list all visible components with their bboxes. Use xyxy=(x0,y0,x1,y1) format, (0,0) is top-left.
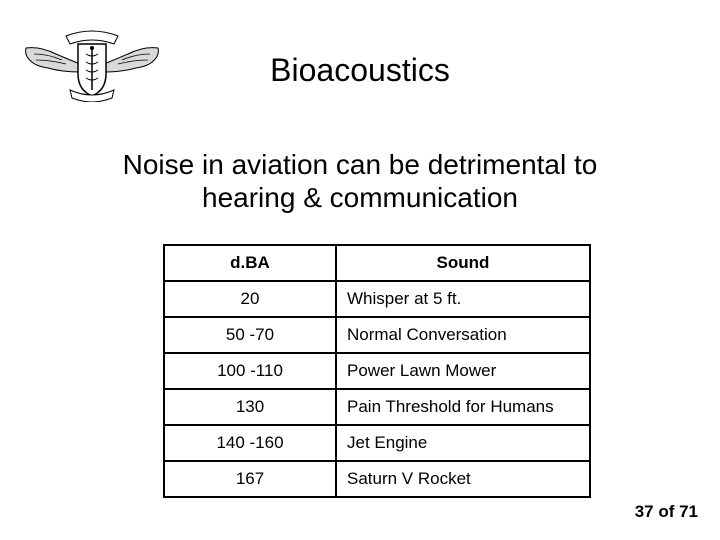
table-row: 130 Pain Threshold for Humans xyxy=(164,389,590,425)
cell-sound: Jet Engine xyxy=(336,425,590,461)
page-number: 37 of 71 xyxy=(635,502,698,522)
table-row: 167 Saturn V Rocket xyxy=(164,461,590,497)
cell-sound: Pain Threshold for Humans xyxy=(336,389,590,425)
sound-levels-table: d.BA Sound 20 Whisper at 5 ft. 50 -70 No… xyxy=(163,244,591,498)
table-header-row: d.BA Sound xyxy=(164,245,590,281)
cell-sound: Normal Conversation xyxy=(336,317,590,353)
cell-dba: 130 xyxy=(164,389,336,425)
col-header-dba: d.BA xyxy=(164,245,336,281)
cell-dba: 50 -70 xyxy=(164,317,336,353)
table-row: 50 -70 Normal Conversation xyxy=(164,317,590,353)
cell-sound: Whisper at 5 ft. xyxy=(336,281,590,317)
cell-dba: 167 xyxy=(164,461,336,497)
cell-sound: Saturn V Rocket xyxy=(336,461,590,497)
cell-dba: 140 -160 xyxy=(164,425,336,461)
table-row: 20 Whisper at 5 ft. xyxy=(164,281,590,317)
cell-dba: 20 xyxy=(164,281,336,317)
cell-dba: 100 -110 xyxy=(164,353,336,389)
subtitle-line-2: hearing & communication xyxy=(202,182,518,213)
slide-subtitle: Noise in aviation can be detrimental to … xyxy=(0,148,720,214)
slide-title: Bioacoustics xyxy=(0,52,720,89)
col-header-sound: Sound xyxy=(336,245,590,281)
table-row: 100 -110 Power Lawn Mower xyxy=(164,353,590,389)
cell-sound: Power Lawn Mower xyxy=(336,353,590,389)
slide: Bioacoustics Noise in aviation can be de… xyxy=(0,0,720,540)
subtitle-line-1: Noise in aviation can be detrimental to xyxy=(123,149,598,180)
table-row: 140 -160 Jet Engine xyxy=(164,425,590,461)
